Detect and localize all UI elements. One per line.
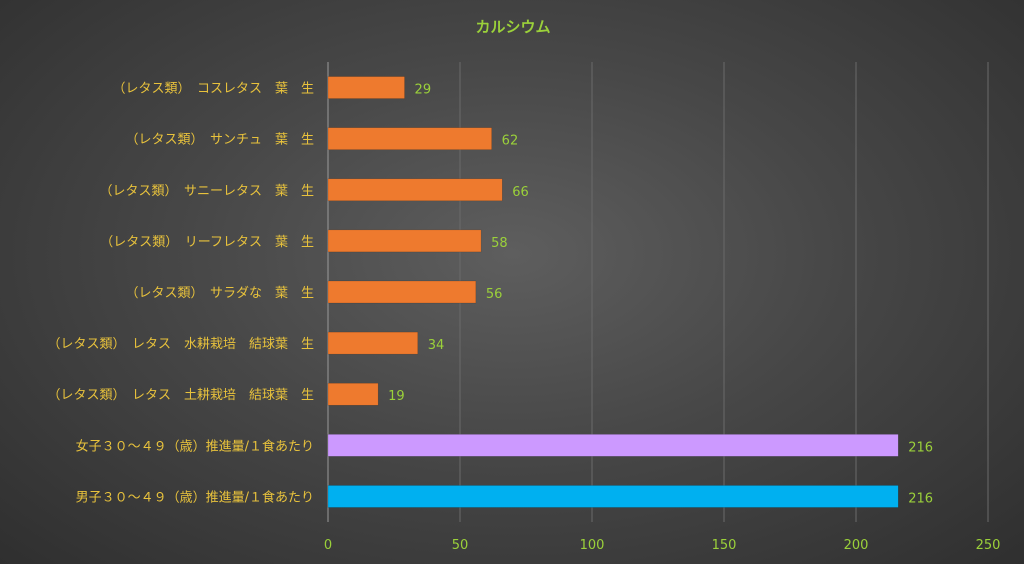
category-label: 男子３０～４９（歳）推進量/１食あたり xyxy=(76,489,314,505)
bar xyxy=(327,434,899,457)
data-label: 34 xyxy=(428,338,445,353)
data-label: 58 xyxy=(491,236,508,251)
x-tick-label: 0 xyxy=(324,538,332,553)
x-tick-label: 250 xyxy=(976,538,1001,553)
category-labels: （レタス類） コスレタス 葉 生 （レタス類） サンチュ 葉 生 （レタス類） サニ… xyxy=(47,82,314,506)
category-label: （レタス類） レタス 土耕栽培 結球葉 生 xyxy=(47,387,314,403)
data-label: 62 xyxy=(502,134,519,149)
x-axis-ticks: 0 50 100 150 200 250 xyxy=(324,538,1001,553)
data-label: 66 xyxy=(512,185,529,200)
value-labels: 29 62 66 58 56 34 19 216 216 xyxy=(388,83,933,507)
data-label: 216 xyxy=(908,440,933,455)
category-label: （レタス類） リーフレタス 葉 生 xyxy=(100,235,314,250)
category-label: （レタス類） レタス 水耕栽培 結球葉 生 xyxy=(47,336,314,352)
category-label: （レタス類） コスレタス 葉 生 xyxy=(112,82,314,97)
chart-title: カルシウム xyxy=(475,18,550,36)
bar xyxy=(327,485,899,508)
data-label: 19 xyxy=(388,389,405,404)
data-label: 56 xyxy=(486,287,503,302)
bars xyxy=(327,76,899,508)
x-tick-label: 150 xyxy=(712,538,737,553)
bar xyxy=(327,382,379,406)
category-label: （レタス類） サラダな 葉 生 xyxy=(125,286,314,301)
category-label: （レタス類） サンチュ 葉 生 xyxy=(125,133,314,148)
bar xyxy=(327,229,482,253)
data-label: 29 xyxy=(415,83,432,98)
x-tick-label: 50 xyxy=(452,538,469,553)
bar xyxy=(327,76,405,99)
x-tick-label: 200 xyxy=(844,538,869,553)
x-tick-label: 100 xyxy=(580,538,605,553)
data-label: 216 xyxy=(908,491,933,506)
bar xyxy=(327,127,492,150)
category-label: 女子３０～４９（歳）推進量/１食あたり xyxy=(76,438,314,454)
bar xyxy=(327,331,419,355)
bar xyxy=(327,178,503,202)
bar xyxy=(327,280,477,304)
category-label: （レタス類） サニーレタス 葉 生 xyxy=(99,184,314,199)
